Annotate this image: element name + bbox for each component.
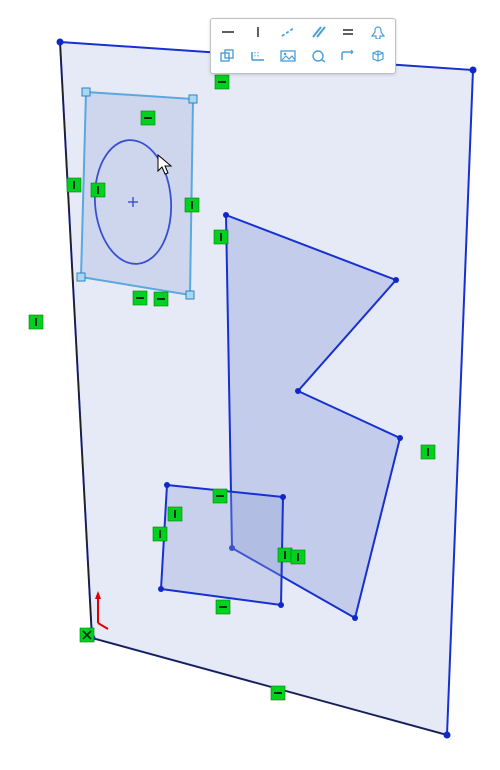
copy-entities-button[interactable] [215,47,241,69]
constraint-horizontal-icon[interactable] [141,111,155,125]
constraint-vertical-icon[interactable] [185,198,199,212]
constraint-vertical-icon[interactable] [168,507,182,521]
context-toolbar[interactable] [210,18,396,74]
sketch-fillet-button[interactable] [335,47,361,69]
constraint-vertical-icon[interactable] [214,230,228,244]
toolbar-row-2 [215,47,391,69]
constraint-horizontal-icon[interactable] [215,75,229,89]
constraint-vertical-icon[interactable] [29,315,43,329]
parallel-constraint-icon [309,25,327,44]
fix-constraint-icon [369,25,387,44]
3d-sketch-button[interactable] [365,47,391,69]
parallel-constraint-button[interactable] [305,23,331,45]
vertical-constraint-button[interactable] [245,23,271,45]
constraint-vertical-icon[interactable] [278,548,292,562]
constraint-horizontal-icon[interactable] [271,686,285,700]
constraint-coincident-icon[interactable] [80,628,94,642]
constraint-horizontal-icon[interactable] [133,291,147,305]
sketch-canvas[interactable] [0,0,500,770]
3d-sketch-icon [369,49,387,68]
picture-button[interactable] [275,47,301,69]
constraint-vertical-icon[interactable] [421,445,435,459]
horizontal-constraint-icon [219,25,237,44]
linear-pattern-icon [249,49,267,68]
smart-dimension-button[interactable] [305,47,331,69]
sketch-fillet-icon [339,49,357,68]
constraint-horizontal-icon[interactable] [154,292,168,306]
smart-dimension-icon [309,49,327,68]
constraint-vertical-icon[interactable] [67,178,81,192]
constraint-vertical-icon[interactable] [153,527,167,541]
constraint-horizontal-icon[interactable] [216,600,230,614]
equal-constraint-button[interactable] [335,23,361,45]
toolbar-row-1 [215,23,391,45]
equal-constraint-icon [339,25,357,44]
constraint-vertical-icon[interactable] [91,183,105,197]
copy-entities-icon [219,49,237,68]
vertical-constraint-icon [249,25,267,44]
picture-icon [279,49,297,68]
linear-pattern-button[interactable] [245,47,271,69]
constraint-horizontal-icon[interactable] [213,489,227,503]
fix-constraint-button[interactable] [365,23,391,45]
construction-line-button[interactable] [275,23,301,45]
construction-line-icon [279,25,297,44]
horizontal-constraint-button[interactable] [215,23,241,45]
constraint-vertical-icon[interactable] [291,550,305,564]
